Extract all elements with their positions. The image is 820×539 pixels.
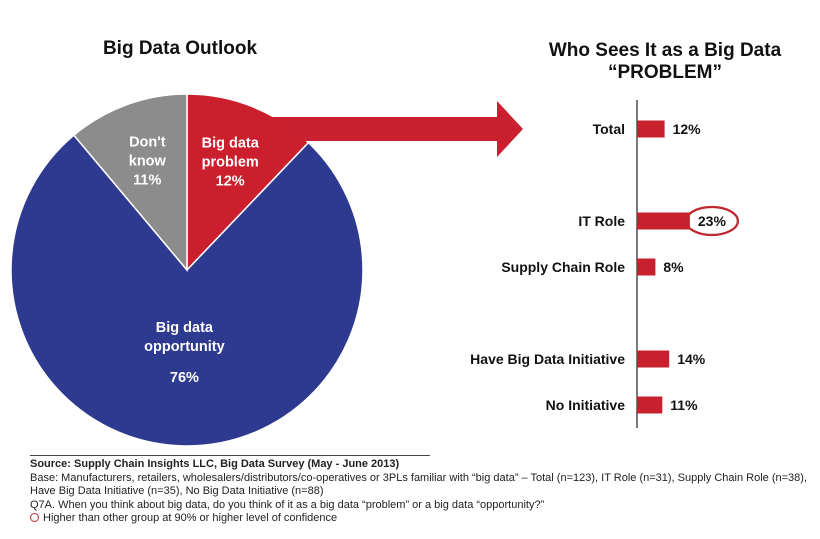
pie-chart: Big data problem 12% Big data opportunity 76%…: [10, 93, 364, 447]
bar-category-have-big-data-initiative: Have Big Data Initiative: [470, 351, 625, 367]
bar-it-role: [637, 212, 690, 230]
bar-value-total: 12%: [673, 121, 702, 137]
bar-value-supply-chain-role: 8%: [663, 259, 684, 275]
bar-total: [637, 120, 665, 138]
footer-divider: [30, 455, 430, 456]
pie-label-big-data-opportunity-line-1: Big data: [156, 320, 214, 336]
pie-value-don-t-know: 11%: [133, 172, 161, 188]
footer-legend-text: Higher than other group at 90% or higher…: [43, 512, 338, 524]
pie-label-don-t-know-line-1: Don't: [129, 134, 166, 150]
bar-category-no-initiative: No Initiative: [546, 397, 626, 413]
bar-value-have-big-data-initiative: 14%: [677, 351, 706, 367]
pie-slice-big-data-opportunity: [10, 134, 364, 447]
pie-slice-don-t-know: [72, 93, 188, 273]
bar-category-supply-chain-role: Supply Chain Role: [501, 259, 625, 275]
bar-no-initiative: [637, 396, 663, 414]
pie-label-big-data-problem-line-1: Big data: [202, 136, 260, 152]
pie-label-don-t-know-line-2: know: [129, 153, 167, 169]
pie-label-big-data-opportunity-line-2: opportunity: [144, 339, 225, 355]
pie-label-big-data-problem-line-2: problem: [202, 155, 259, 171]
pie-chart-title: Big Data Outlook: [102, 38, 258, 59]
pie-value-big-data-opportunity: 76%: [170, 370, 199, 386]
arrow-connector: [270, 101, 523, 157]
pie-value-big-data-problem: 12%: [216, 174, 245, 190]
bar-value-it-role: 23%: [698, 213, 727, 229]
bar-value-no-initiative: 11%: [670, 397, 698, 413]
footer-question: Q7A. When you think about big data, do y…: [30, 498, 545, 511]
bar-have-big-data-initiative: [637, 350, 670, 368]
footer-source: Source: Supply Chain Insights LLC, Big D…: [30, 458, 400, 470]
bar-category-it-role: IT Role: [578, 213, 625, 229]
charts-canvas: Big data problem 12% Big data opportunity 76%…: [10, 93, 740, 447]
footer-notes: Source: Supply Chain Insights LLC, Big D…: [30, 455, 820, 526]
bar-chart-title: Who Sees It as a Big Data “PROBLEM”: [520, 40, 810, 84]
footer-legend: Higher than other group at 90% or higher…: [30, 512, 820, 526]
bar-title-line-2: “PROBLEM”: [608, 62, 722, 83]
highlight-circle-icon: [30, 513, 39, 522]
bar-category-total: Total: [593, 121, 625, 137]
bar-chart: Total 12% IT Role 23% Supply Chain Role 8% Hav…: [470, 100, 740, 428]
bar-title-line-1: Who Sees It as a Big Data: [548, 40, 782, 61]
footer-base: Base: Manufacturers, retailers, wholesal…: [30, 471, 807, 498]
bar-supply-chain-role: [637, 258, 656, 276]
highlight-ellipse-it-role: [684, 205, 740, 237]
